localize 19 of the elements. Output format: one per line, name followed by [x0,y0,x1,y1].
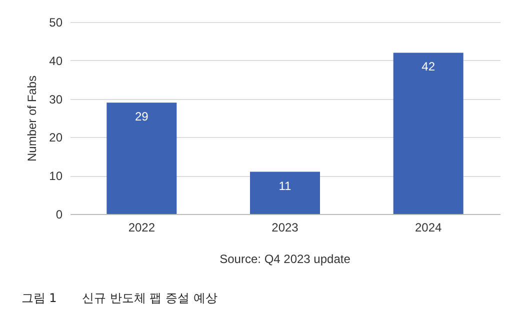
y-tick-label: 0 [56,208,63,222]
y-tick-label: 10 [49,169,63,184]
x-tick-label: 2023 [272,220,299,234]
bar [250,172,320,214]
y-tick-label: 30 [49,92,63,106]
data-label: 11 [278,178,292,193]
data-label: 42 [422,60,436,74]
text: 신규 반도체 팹 증설 예상 [82,291,218,305]
bar [106,102,177,214]
bar [393,52,464,214]
data-label: 29 [134,110,149,124]
caption: 그림 1 [21,291,57,305]
y-tick-label: 20 [49,130,63,145]
y-tick-label: 40 [49,54,63,68]
y-axis-title: Number of Fabs [25,75,40,162]
x-tick-label: 2022 [128,220,156,234]
y-tick-label: 50 [49,16,63,30]
source-note: Source: Q4 2023 update [220,252,351,266]
x-tick-label: 2024 [414,220,442,234]
